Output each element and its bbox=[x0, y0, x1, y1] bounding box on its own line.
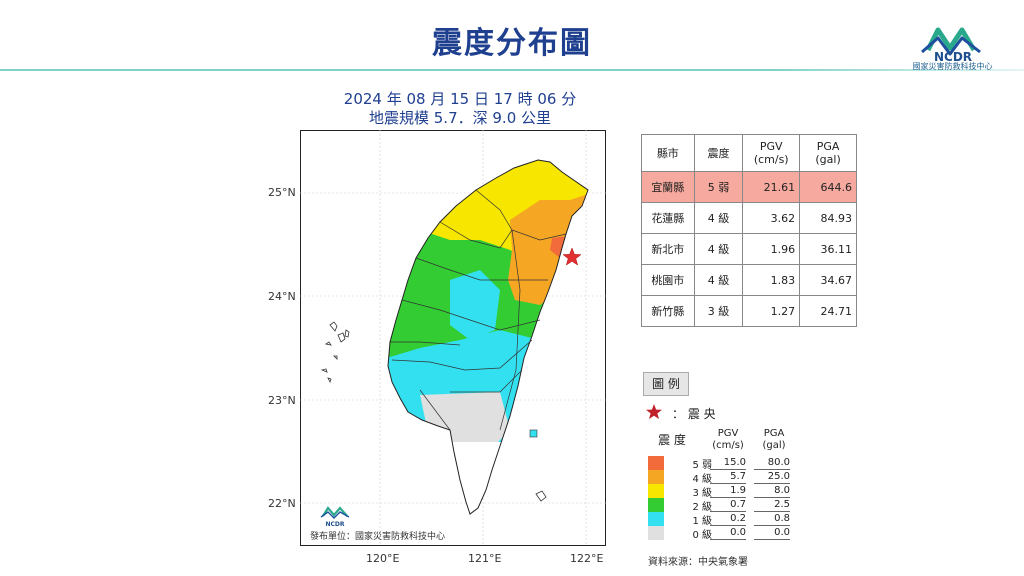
lat-label-23: 23°N bbox=[268, 394, 296, 407]
legend-epicenter-label: ： 震 央 bbox=[672, 407, 716, 421]
legend-row-3: 3 級 1.9 8.0 bbox=[648, 484, 798, 499]
cell-county: 新北市 bbox=[641, 233, 695, 265]
org-name: 國家災害防救科技中心 bbox=[912, 62, 993, 71]
map-ncdr-logo: NCDR bbox=[320, 506, 350, 528]
cell-intensity: 5 弱 bbox=[693, 171, 744, 203]
green-island bbox=[529, 429, 538, 438]
table-row: 宜蘭縣 5 弱 21.61 644.6 bbox=[641, 171, 857, 203]
legend-row-0: 0 級 0.0 0.0 bbox=[648, 526, 798, 541]
legend-col-intensity: 震 度 bbox=[658, 433, 686, 447]
lat-label-25: 25°N bbox=[268, 186, 296, 199]
table-header-row: 縣市 震度 PGV (cm/s) PGA (gal) bbox=[641, 134, 857, 172]
legend-col-pgv: PGV (cm/s) bbox=[712, 428, 744, 451]
legend-swatch bbox=[648, 512, 664, 526]
table-row: 新竹縣 3 級 1.27 24.71 bbox=[641, 295, 857, 327]
svg-text:NCDR: NCDR bbox=[325, 521, 344, 528]
logo-text: NCDR bbox=[934, 50, 972, 64]
header-divider bbox=[0, 69, 1024, 71]
cell-intensity: 4 級 bbox=[693, 202, 744, 234]
cell-county: 宜蘭縣 bbox=[641, 171, 695, 203]
legend-col-pga: PGA (gal) bbox=[762, 428, 786, 451]
legend-swatch bbox=[648, 456, 664, 470]
legend-row-1: 1 級 0.2 0.8 bbox=[648, 512, 798, 527]
cell-pgv: 3.62 bbox=[742, 202, 801, 234]
cell-county: 花蓮縣 bbox=[641, 202, 695, 234]
legend-swatch bbox=[648, 484, 664, 498]
cell-county: 桃園市 bbox=[641, 264, 695, 296]
taiwan-outline bbox=[387, 159, 589, 515]
publisher-note: 發布單位：國家災害防救科技中心 bbox=[310, 532, 446, 542]
ncdr-logo: NCDR bbox=[921, 27, 981, 64]
legend-swatch bbox=[648, 498, 664, 512]
cell-pgv: 21.61 bbox=[742, 171, 801, 203]
legend-star-icon bbox=[646, 404, 662, 419]
event-magnitude: 地震規模 5.7．深 9.0 公里 bbox=[368, 109, 551, 127]
legend-row-5: 5 弱 15.0 80.0 bbox=[648, 456, 798, 471]
legend-row-2: 2 級 0.7 2.5 bbox=[648, 498, 798, 513]
col-county: 縣市 bbox=[641, 134, 695, 172]
cell-intensity: 3 級 bbox=[693, 295, 744, 327]
legend-swatch bbox=[648, 470, 664, 484]
cell-pgv: 1.83 bbox=[742, 264, 801, 296]
table-row: 新北市 4 級 1.96 36.11 bbox=[641, 233, 857, 265]
lat-label-22: 22°N bbox=[268, 497, 296, 510]
intensity-map bbox=[300, 130, 606, 546]
cell-pga: 84.93 bbox=[799, 202, 857, 234]
legend-row-4: 4 級 5.7 25.0 bbox=[648, 470, 798, 485]
cell-pga: 24.71 bbox=[799, 295, 857, 327]
col-pga: PGA (gal) bbox=[799, 134, 857, 172]
intensity-table: 縣市 震度 PGV (cm/s) PGA (gal) 宜蘭縣 5 弱 21.61 6… bbox=[641, 134, 857, 327]
table-row: 花蓮縣 4 級 3.62 84.93 bbox=[641, 202, 857, 234]
page-title: 震度分布圖 bbox=[432, 26, 592, 61]
county-borders bbox=[390, 189, 567, 431]
cell-pga: 34.67 bbox=[799, 264, 857, 296]
cell-county: 新竹縣 bbox=[641, 295, 695, 327]
col-pgv: PGV (cm/s) bbox=[742, 134, 801, 172]
data-source: 資料來源：中央氣象署 bbox=[648, 557, 748, 568]
map-svg bbox=[300, 130, 606, 546]
cell-pga: 644.6 bbox=[799, 171, 857, 203]
cell-pgv: 1.27 bbox=[742, 295, 801, 327]
lon-label-120: 120°E bbox=[366, 552, 400, 565]
col-intensity: 震度 bbox=[693, 134, 744, 172]
lat-label-24: 24°N bbox=[268, 290, 296, 303]
cell-pgv: 1.96 bbox=[742, 233, 801, 265]
penghu-islands bbox=[320, 321, 350, 384]
event-datetime: 2024 年 08 月 15 日 17 時 06 分 bbox=[343, 90, 577, 108]
legend-title: 圖 例 bbox=[643, 372, 689, 396]
legend-swatch bbox=[648, 526, 664, 540]
epicenter-star-icon bbox=[562, 247, 582, 266]
cell-pga: 36.11 bbox=[799, 233, 857, 265]
cell-intensity: 4 級 bbox=[693, 233, 744, 265]
table-row: 桃園市 4 級 1.83 34.67 bbox=[641, 264, 857, 296]
lon-label-121: 121°E bbox=[468, 552, 502, 565]
intensity-zones bbox=[388, 160, 588, 514]
lon-label-122: 122°E bbox=[570, 552, 604, 565]
orchid-island bbox=[535, 490, 547, 502]
cell-intensity: 4 級 bbox=[693, 264, 744, 296]
